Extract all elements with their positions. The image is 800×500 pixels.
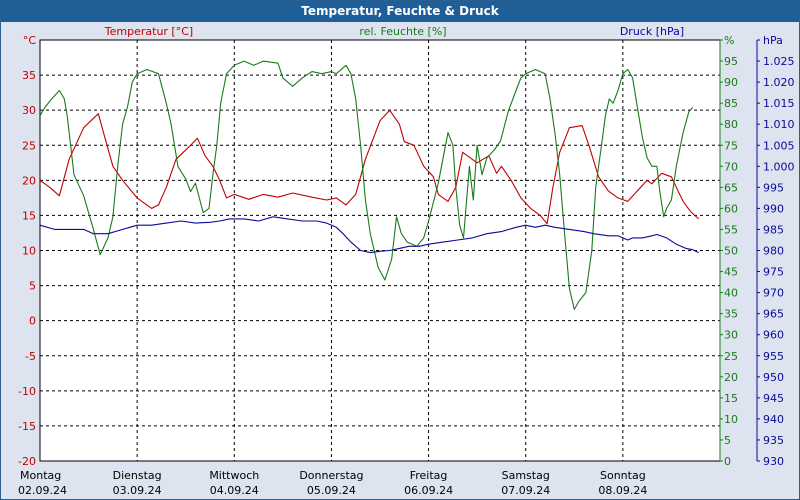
temperature-tick-label: -15	[18, 420, 36, 433]
series-layer	[39, 60, 699, 310]
pressure-axis-title: Druck [hPa]	[620, 25, 684, 38]
temperature-tick-label: °C	[23, 34, 37, 47]
pressure-tick-label: 1.015	[763, 97, 795, 110]
x-day-label: Freitag	[410, 469, 448, 482]
x-date-label: 08.09.24	[598, 484, 647, 497]
humidity-tick-label: 40	[724, 287, 738, 300]
pressure-tick-label: 1.025	[763, 55, 795, 68]
temperature-tick-label: -20	[18, 455, 36, 468]
humidity-tick-label: 0	[724, 455, 731, 468]
series-line-temperature	[39, 109, 699, 225]
temperature-tick-label: 20	[22, 174, 36, 187]
pressure-tick-label: 955	[763, 350, 784, 363]
humidity-tick-label: 80	[724, 118, 738, 131]
humidity-tick-label: 20	[724, 371, 738, 384]
humidity-tick-label: 25	[724, 350, 738, 363]
pressure-tick-label: 995	[763, 181, 784, 194]
x-day-label: Donnerstag	[299, 469, 363, 482]
humidity-tick-label: 65	[724, 181, 738, 194]
humidity-tick-label: 55	[724, 223, 738, 236]
humidity-axis-title: rel. Feuchte [%]	[359, 25, 446, 38]
pressure-tick-label: 950	[763, 371, 784, 384]
humidity-tick-label: 95	[724, 55, 738, 68]
pressure-tick-label: 1.020	[763, 76, 795, 89]
pressure-tick-label: 945	[763, 392, 784, 405]
series-line-humidity	[39, 60, 694, 310]
humidity-tick-label: 90	[724, 76, 738, 89]
humidity-tick-label: 35	[724, 308, 738, 321]
x-date-label: 03.09.24	[113, 484, 162, 497]
humidity-tick-label: 50	[724, 245, 738, 258]
temperature-axis-title: Temperatur [°C]	[104, 25, 193, 38]
temperature-tick-label: -10	[18, 385, 36, 398]
grid-lines	[40, 40, 720, 461]
humidity-tick-label: 10	[724, 413, 738, 426]
series-line-pressure	[39, 216, 699, 254]
humidity-tick-label: 45	[724, 266, 738, 279]
pressure-tick-label: 970	[763, 287, 784, 300]
humidity-tick-label: 5	[724, 434, 731, 447]
x-day-label: Sonntag	[600, 469, 646, 482]
x-day-label: Dienstag	[113, 469, 162, 482]
axis-labels: Temperatur [°C] rel. Feuchte [%] Druck [hP…	[18, 25, 795, 497]
humidity-tick-label: 75	[724, 139, 738, 152]
pressure-tick-label: 1.010	[763, 118, 795, 131]
pressure-tick-label: 1.000	[763, 160, 795, 173]
x-date-label: 04.09.24	[210, 484, 259, 497]
temperature-tick-label: 10	[22, 245, 36, 258]
pressure-tick-label: hPa	[763, 34, 783, 47]
x-day-label: Samstag	[502, 469, 550, 482]
x-date-label: 07.09.24	[501, 484, 550, 497]
pressure-tick-label: 980	[763, 245, 784, 258]
temperature-tick-label: 0	[29, 315, 36, 328]
x-date-label: 05.09.24	[307, 484, 356, 497]
pressure-tick-label: 930	[763, 455, 784, 468]
temperature-tick-label: 15	[22, 209, 36, 222]
temperature-tick-label: -5	[25, 350, 36, 363]
x-day-label: Montag	[20, 469, 61, 482]
x-date-label: 02.09.24	[18, 484, 67, 497]
humidity-tick-label: 70	[724, 160, 738, 173]
temperature-tick-label: 35	[22, 69, 36, 82]
chart-title-bar: Temperatur, Feuchte & Druck	[1, 1, 799, 22]
humidity-tick-label: 15	[724, 392, 738, 405]
temperature-tick-label: 25	[22, 139, 36, 152]
x-day-label: Mittwoch	[209, 469, 259, 482]
humidity-tick-label: 30	[724, 329, 738, 342]
x-date-label: 06.09.24	[404, 484, 453, 497]
pressure-tick-label: 985	[763, 223, 784, 236]
temperature-tick-label: 30	[22, 104, 36, 117]
pressure-tick-label: 1.005	[763, 139, 795, 152]
humidity-tick-label: %	[724, 34, 734, 47]
pressure-tick-label: 975	[763, 266, 784, 279]
pressure-tick-label: 990	[763, 202, 784, 215]
pressure-tick-label: 940	[763, 413, 784, 426]
temperature-tick-label: 5	[29, 280, 36, 293]
pressure-tick-label: 935	[763, 434, 784, 447]
humidity-tick-label: 85	[724, 97, 738, 110]
humidity-tick-label: 60	[724, 202, 738, 215]
pressure-tick-label: 965	[763, 308, 784, 321]
pressure-tick-label: 960	[763, 329, 784, 342]
